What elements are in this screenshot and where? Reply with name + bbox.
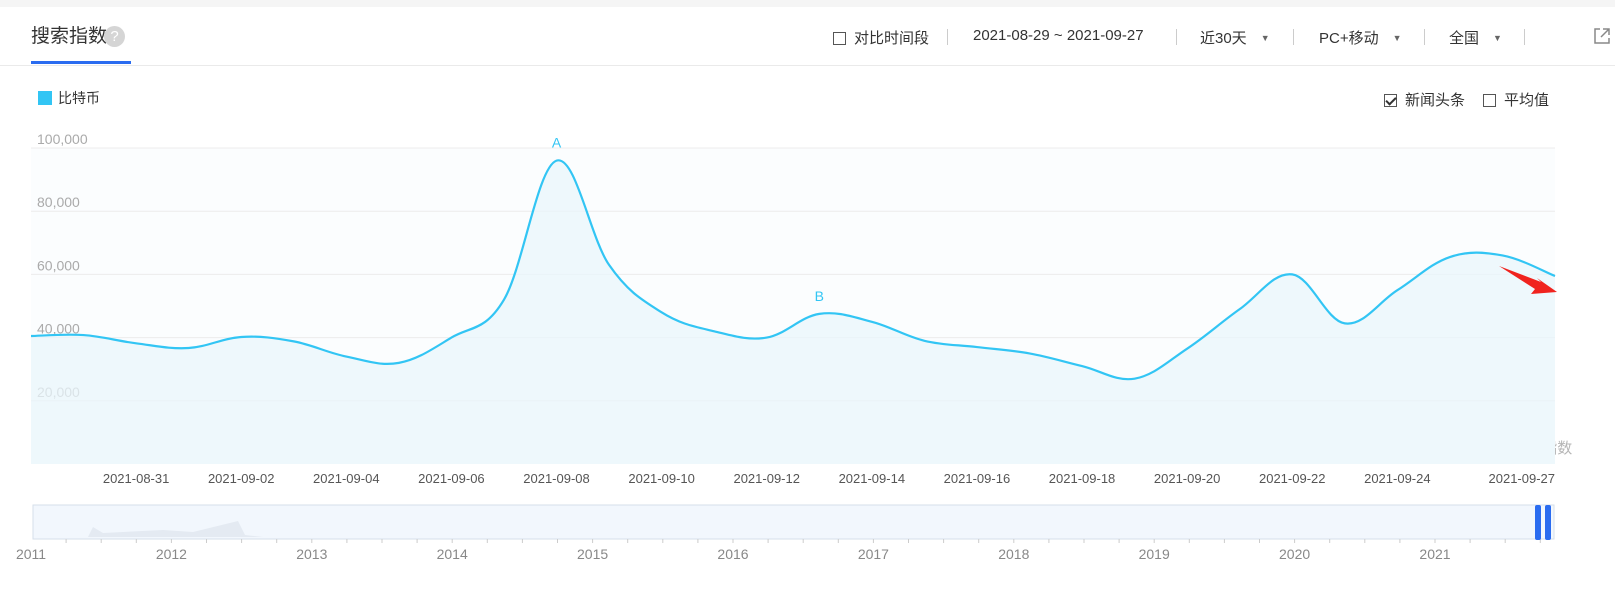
series-line [30, 159, 1556, 381]
x-tick-label: 2021-08-31 [103, 471, 170, 486]
overview-year-label: 2015 [577, 546, 608, 562]
range-handle-left [1535, 505, 1541, 540]
x-tick-label: 2021-09-14 [839, 471, 906, 486]
y-tick-label: 80,000 [37, 194, 80, 210]
compare-period-toggle[interactable]: 对比时间段 [833, 27, 929, 48]
compare-checkbox[interactable] [833, 32, 846, 45]
news-headlines-toggle[interactable]: 新闻头条 [1384, 89, 1465, 110]
device-select[interactable]: PC+移动 ▼ [1319, 27, 1402, 48]
overview-year-label: 2011 [16, 546, 46, 562]
region-select[interactable]: 全国 ▼ [1449, 27, 1502, 48]
y-tick-label: 60,000 [37, 257, 80, 273]
caret-down-icon: ▼ [1392, 33, 1402, 43]
divider [947, 29, 948, 45]
divider [1293, 29, 1294, 45]
region-value: 全国 [1449, 30, 1480, 47]
y-tick-label: 40,000 [37, 321, 80, 337]
x-tick-label: 2021-09-24 [1364, 471, 1431, 486]
legend-label: 比特币 [58, 90, 100, 106]
overview-year-label: 2013 [296, 546, 327, 562]
header-bar: 搜索指数 ? 对比时间段 2021-08-29 ~ 2021-09-27 近30… [0, 7, 1615, 66]
panel-title: 搜索指数 [31, 26, 108, 47]
news-checkbox[interactable] [1384, 94, 1397, 107]
compare-label: 对比时间段 [854, 30, 930, 47]
news-label: 新闻头条 [1405, 92, 1466, 109]
range-handle-right [1545, 505, 1551, 540]
overview-year-label: 2012 [156, 546, 187, 562]
average-label: 平均值 [1504, 92, 1550, 109]
x-tick-label: 2021-09-02 [208, 471, 275, 486]
divider [1524, 29, 1525, 45]
x-tick-label: 2021-09-08 [523, 471, 590, 486]
date-range-picker[interactable]: 2021-08-29 ~ 2021-09-27 [973, 27, 1144, 44]
x-tick-label: 2021-09-16 [944, 471, 1011, 486]
divider [1424, 29, 1425, 45]
overview-year-label: 2017 [858, 546, 889, 562]
device-value: PC+移动 [1319, 30, 1379, 47]
x-tick-label: 2021-09-20 [1154, 471, 1221, 486]
overview-year-label: 2020 [1279, 546, 1310, 562]
overview-year-label: 2018 [998, 546, 1029, 562]
x-tick-label: 2021-09-18 [1049, 471, 1116, 486]
annotation-label: B [815, 288, 824, 304]
caret-down-icon: ▼ [1493, 33, 1502, 43]
overview-year-label: 2014 [437, 546, 468, 562]
caret-down-icon: ▼ [1260, 33, 1270, 43]
x-tick-label: 2021-09-06 [418, 471, 485, 486]
x-tick-label: 2021-09-12 [733, 471, 800, 486]
chart-legend[interactable]: 比特币 [38, 88, 100, 108]
annotation-label: A [552, 135, 562, 151]
red-arrow-icon [1499, 266, 1557, 294]
legend-swatch [38, 91, 52, 105]
title-underline [31, 61, 131, 64]
y-tick-label: 100,000 [37, 131, 88, 147]
external-link-icon[interactable] [1592, 26, 1612, 46]
period-value: 近30天 [1200, 30, 1247, 47]
average-toggle[interactable]: 平均值 [1483, 89, 1549, 110]
overview-year-label: 2019 [1139, 546, 1170, 562]
x-tick-label: 2021-09-22 [1259, 471, 1326, 486]
x-tick-label: 2021-09-27 [1489, 471, 1556, 486]
overview-bar [32, 504, 1555, 540]
series-area [31, 160, 1555, 464]
help-icon[interactable]: ? [104, 26, 125, 47]
average-checkbox[interactable] [1483, 94, 1496, 107]
overview-sparkline [88, 521, 263, 537]
overview-year-label: 2021 [1419, 546, 1450, 562]
overview-year-label: 2016 [717, 546, 748, 562]
x-tick-label: 2021-09-10 [628, 471, 695, 486]
divider [1176, 29, 1177, 45]
x-tick-label: 2021-09-04 [313, 471, 380, 486]
period-select[interactable]: 近30天 ▼ [1200, 27, 1270, 48]
